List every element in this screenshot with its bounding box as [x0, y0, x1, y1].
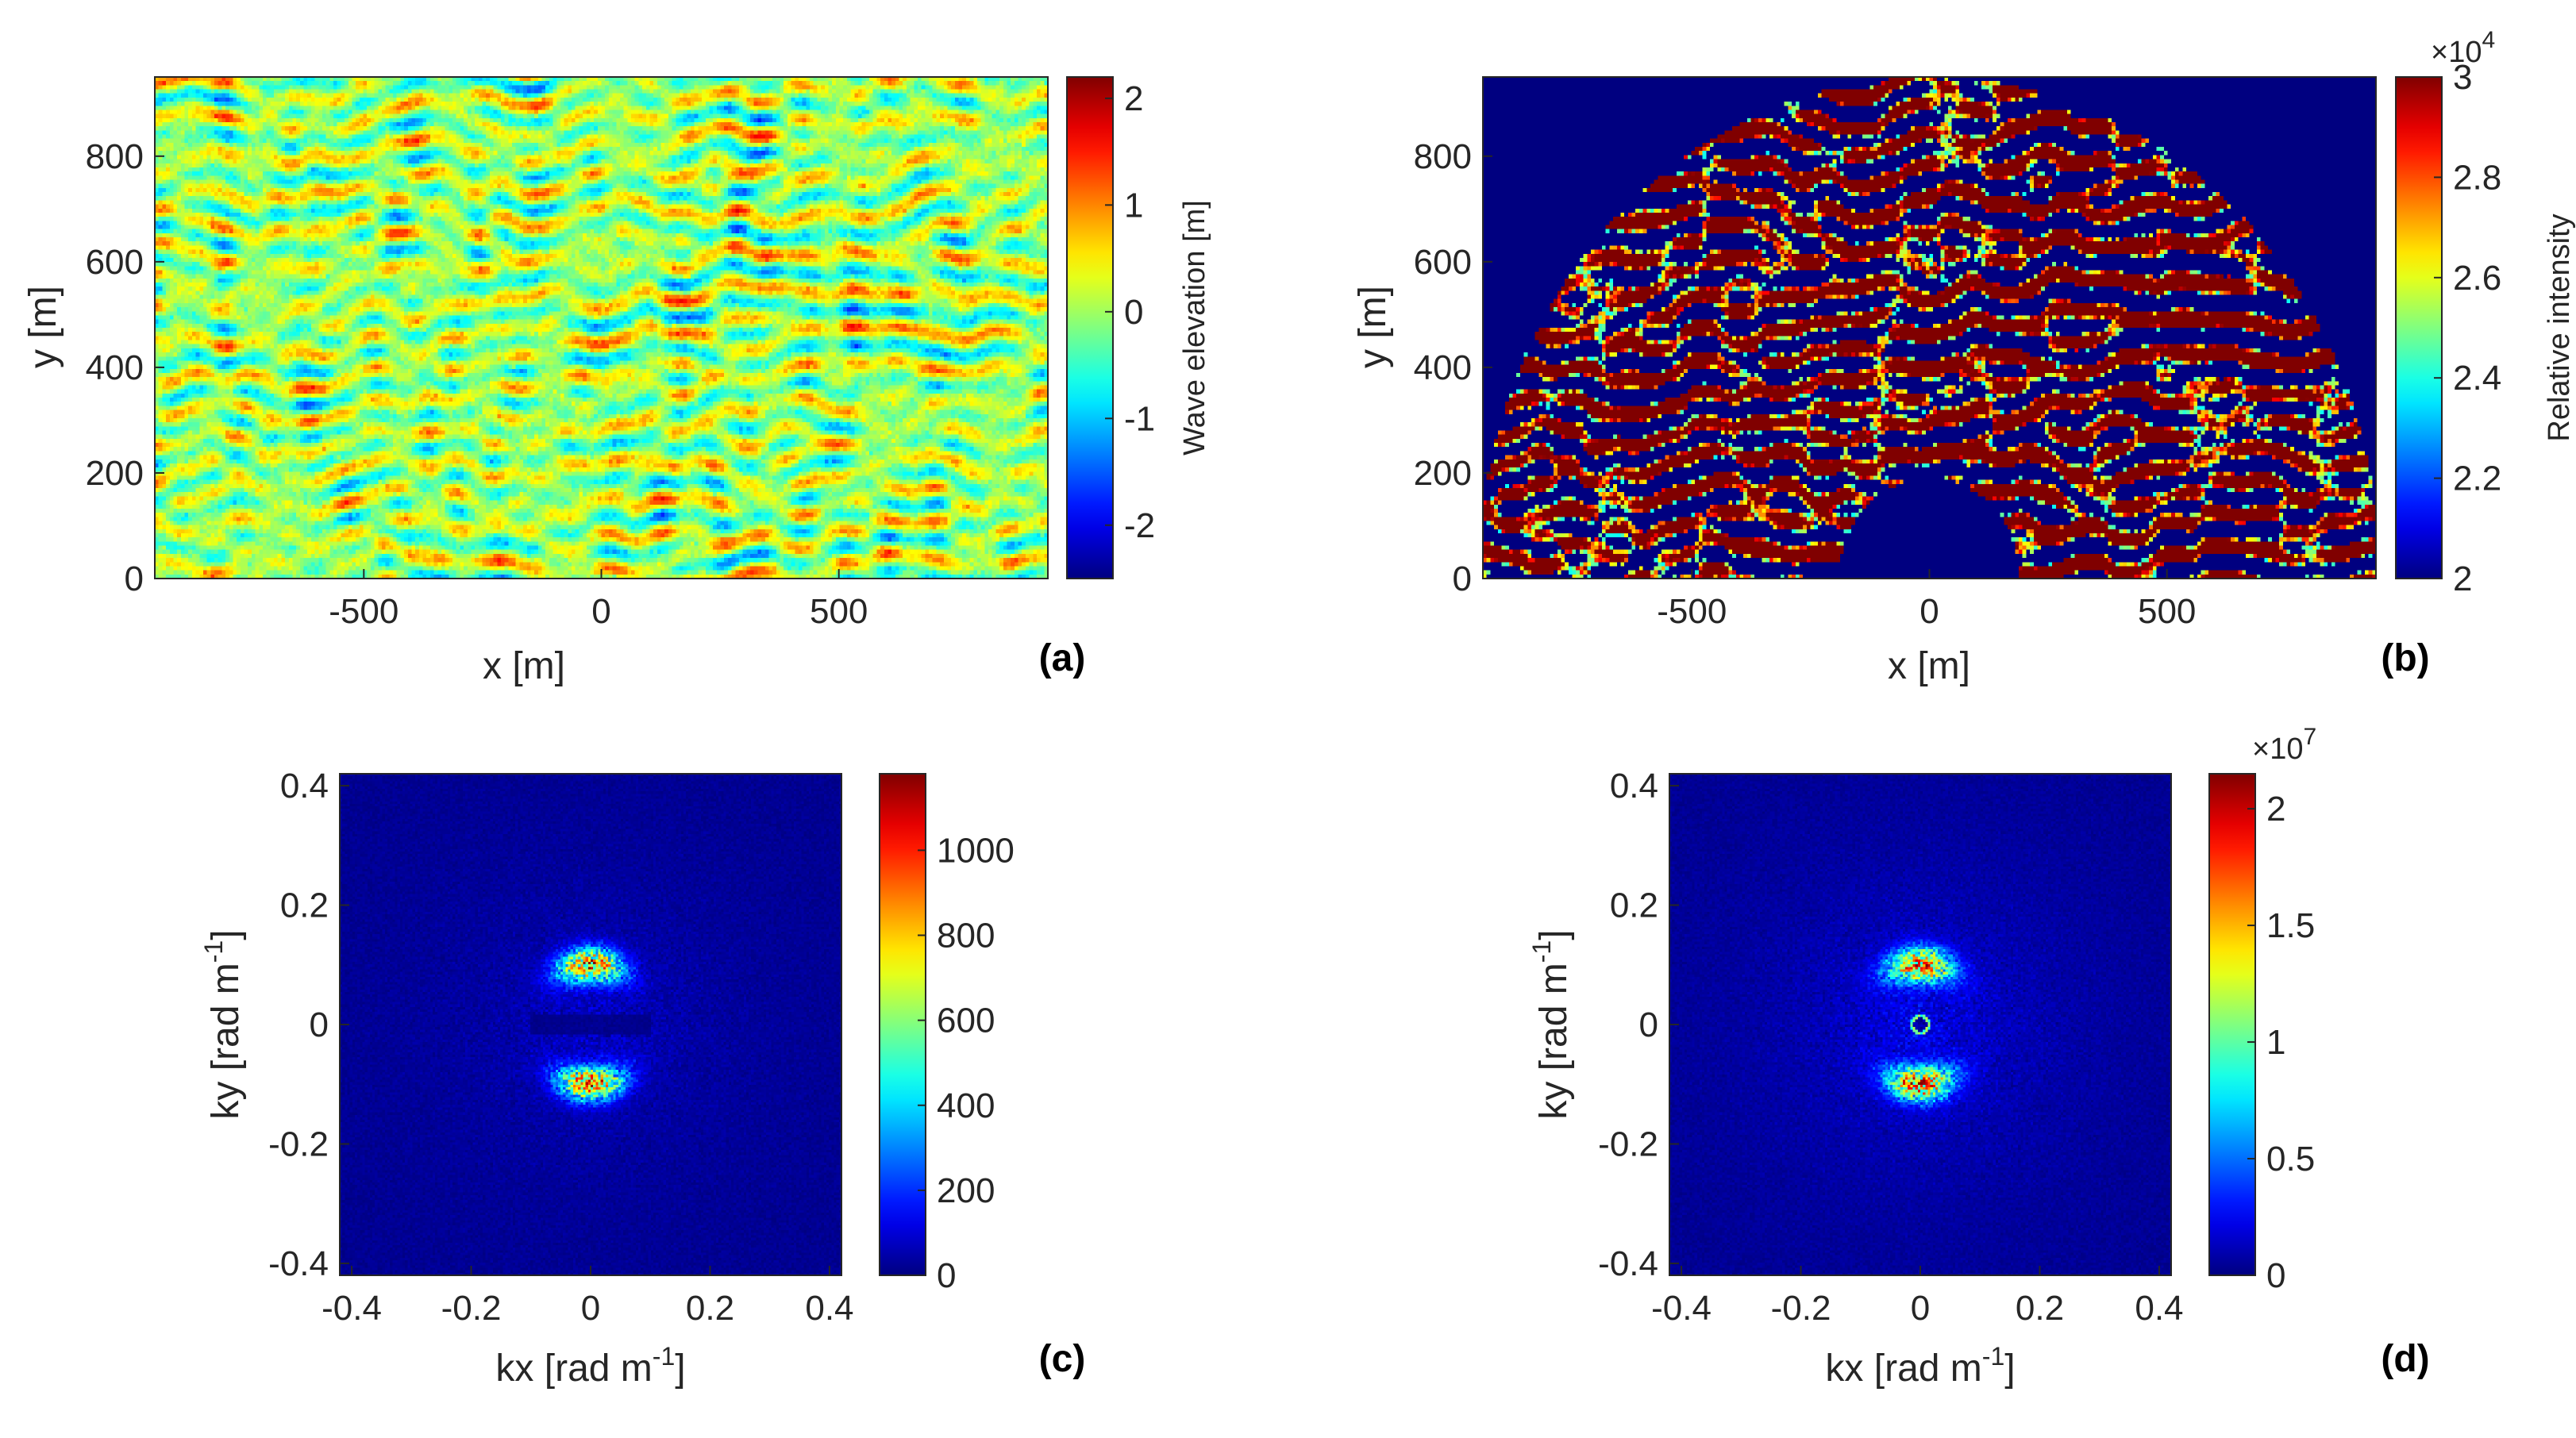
y-tick-label: 600	[1414, 243, 1472, 282]
y-axis-label: ky [rad m-1]	[1527, 929, 1575, 1119]
panel-label: (b)	[2381, 637, 2429, 679]
colorbar-tick-label: 2.2	[2453, 459, 2501, 498]
y-tick-label: 0	[1639, 1005, 1658, 1044]
colorbar-tick-label: 3	[2453, 58, 2472, 97]
y-tick-label: 0.2	[1610, 886, 1658, 925]
colorbar-tick-label: -2	[1124, 506, 1155, 545]
x-tick-label: 0	[1919, 592, 1939, 631]
colorbar-tick-label: 0.5	[2266, 1140, 2315, 1178]
x-tick-label: 0.2	[686, 1289, 734, 1328]
heatmap-image-b	[1483, 77, 2376, 579]
colorbar-tick-label: 0	[1124, 293, 1143, 332]
colorbar-tick-label: 2	[2453, 559, 2472, 598]
x-tick-label: 0	[1911, 1289, 1930, 1328]
x-axis-label: kx [rad m-1]	[495, 1342, 685, 1390]
colorbar-label: Relative intensity	[2543, 213, 2576, 441]
y-tick-label: 0	[125, 559, 144, 598]
colorbar	[2395, 76, 2443, 579]
y-tick-label: 0.4	[280, 767, 329, 806]
colorbar-label: Wave elevation [m]	[1178, 200, 1211, 456]
colorbar-tick-label: 2	[2266, 790, 2285, 829]
panel-label: (a)	[1039, 637, 1086, 679]
panel-label: (d)	[2381, 1338, 2429, 1380]
heatmap-image-a	[155, 77, 1048, 579]
y-tick-label: 200	[1414, 454, 1472, 493]
colorbar-tick-label: 2.4	[2453, 359, 2501, 398]
x-tick-label: 0	[581, 1289, 600, 1328]
y-tick-label: 600	[86, 243, 144, 282]
x-tick-label: 500	[2138, 592, 2196, 631]
y-tick-label: -0.4	[1598, 1244, 1658, 1283]
x-tick-label: -0.4	[322, 1289, 382, 1328]
heatmap-image-c	[340, 774, 841, 1275]
y-tick-label: 800	[1414, 137, 1472, 176]
y-tick-label: -0.4	[268, 1244, 329, 1283]
x-tick-label: 500	[810, 592, 868, 631]
colorbar-exponent: ×107	[2252, 724, 2316, 766]
y-axis-label: y [m]	[22, 286, 64, 368]
x-tick-label: -0.4	[1651, 1289, 1712, 1328]
colorbar-tick-label: 1	[2266, 1023, 2285, 1062]
x-tick-label: 0.4	[2135, 1289, 2183, 1328]
panel-c: -0.4 -0.2 0 0.2 0.4 -0.4 -0.2 0 0.2 0.4 kx [rad m-…	[199, 767, 1085, 1390]
y-tick-label: 0.4	[1610, 767, 1658, 806]
colorbar	[879, 773, 926, 1276]
colorbar-tick-label: -1	[1124, 399, 1155, 438]
y-tick-label: 0.2	[280, 886, 329, 925]
x-tick-label: 0.2	[2016, 1289, 2064, 1328]
y-axis-label: y [m]	[1352, 286, 1394, 368]
x-tick-label: -500	[1657, 592, 1727, 631]
x-axis-label: kx [rad m-1]	[1825, 1342, 2015, 1390]
panel-b: -500 0 500 0 200 400 600 800 x [m] y [m] (b) 2 2.2 2.…	[1352, 27, 2576, 687]
colorbar-tick-label: 2.6	[2453, 259, 2501, 298]
x-tick-label: -0.2	[441, 1289, 502, 1328]
x-tick-label: 0.4	[805, 1289, 853, 1328]
x-axis-label: x [m]	[1888, 645, 1970, 687]
x-axis-label: x [m]	[483, 645, 565, 687]
panel-label: (c)	[1039, 1338, 1086, 1380]
colorbar	[1066, 76, 1114, 579]
colorbar-exponent: ×104	[2431, 27, 2495, 69]
heatmap-image-d	[1669, 774, 2171, 1275]
colorbar-tick-label: 800	[937, 917, 995, 955]
colorbar-tick-label: 2.8	[2453, 158, 2501, 197]
panel-d: -0.4 -0.2 0 0.2 0.4 -0.4 -0.2 0 0.2 0.4 kx [rad m-…	[1527, 724, 2430, 1390]
x-tick-label: 0	[591, 592, 610, 631]
colorbar-tick-label: 600	[937, 1002, 995, 1040]
y-tick-label: 0	[310, 1005, 329, 1044]
panel-a: -500 0 500 0 200 400 600 800 x [m] y [m] (a) -2 -1 0 1…	[22, 76, 1211, 687]
colorbar-tick-label: 1000	[937, 831, 1015, 870]
colorbar-tick-label: 0	[937, 1256, 956, 1295]
colorbar-tick-label: 0	[2266, 1256, 2285, 1295]
colorbar-tick-label: 200	[937, 1171, 995, 1210]
y-tick-label: 800	[86, 137, 144, 176]
colorbar-tick-label: 1.5	[2266, 906, 2315, 945]
y-tick-label: 400	[86, 348, 144, 387]
colorbar	[2208, 773, 2256, 1276]
x-tick-label: -500	[329, 592, 399, 631]
x-tick-label: -0.2	[1771, 1289, 1831, 1328]
y-tick-label: 400	[1414, 348, 1472, 387]
y-tick-label: 200	[86, 454, 144, 493]
colorbar-tick-label: 400	[937, 1086, 995, 1125]
y-axis-label: ky [rad m-1]	[199, 929, 247, 1119]
y-tick-label: -0.2	[268, 1125, 329, 1163]
colorbar-tick-label: 2	[1124, 79, 1143, 118]
colorbar-tick-label: 1	[1124, 186, 1143, 225]
y-tick-label: -0.2	[1598, 1125, 1658, 1163]
y-tick-label: 0	[1453, 559, 1472, 598]
